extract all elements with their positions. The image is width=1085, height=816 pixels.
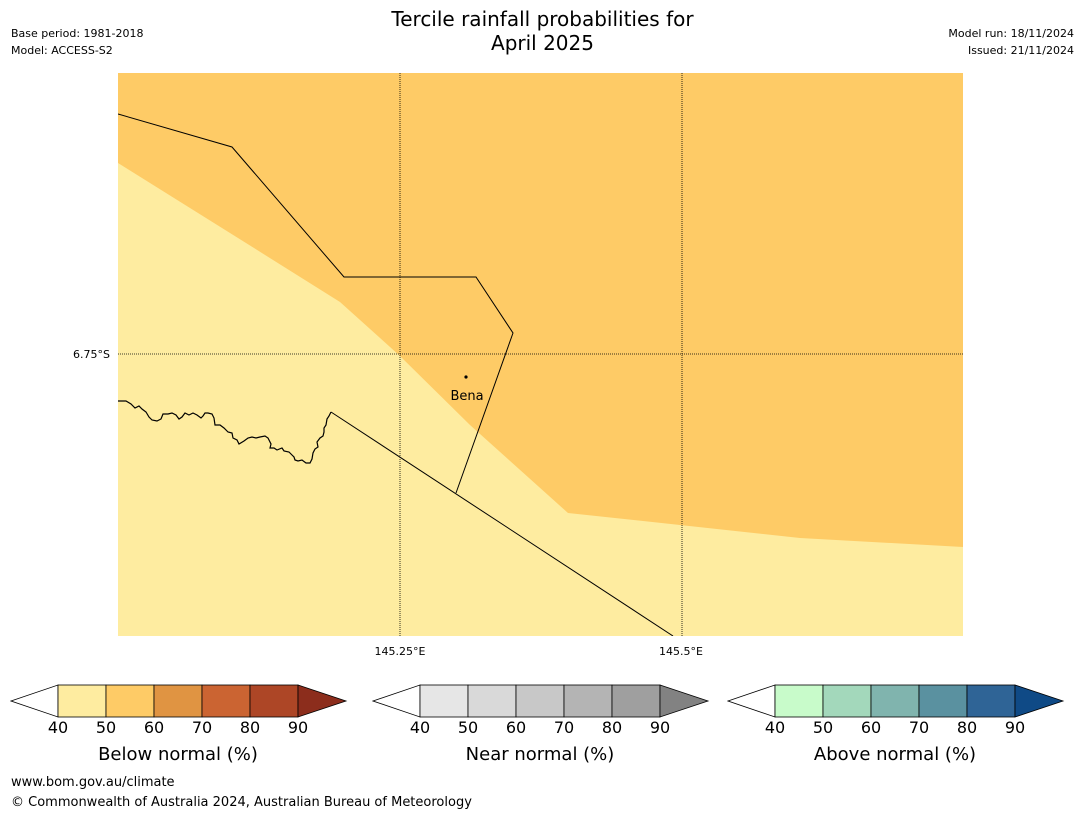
footer-url: www.bom.gov.au/climate <box>11 775 175 790</box>
above-normal-tick-60: 60 <box>860 718 882 737</box>
lon-label-145-25: 145.25°E <box>375 645 426 658</box>
base-period-text: Base period: 1981-2018 <box>11 27 144 40</box>
region-below-50-60 <box>118 73 963 547</box>
near-normal-segment-40-50 <box>419 684 469 718</box>
below-normal-colorbar <box>10 684 348 718</box>
below-normal-segment-80-90 <box>249 684 299 718</box>
above-normal-extend-low <box>727 684 776 718</box>
near-normal-legend-title: Near normal (%) <box>465 744 615 765</box>
below-normal-segment-70-80 <box>201 684 251 718</box>
above-normal-extend-high <box>1014 684 1065 718</box>
above-normal-tick-50: 50 <box>812 718 834 737</box>
below-normal-extend-low <box>10 684 59 718</box>
title-line-2: April 2025 <box>491 31 594 55</box>
near-normal-legend <box>372 684 712 774</box>
near-normal-colorbar <box>372 684 710 718</box>
near-normal-segment-80-90 <box>611 684 661 718</box>
below-normal-tick-40: 40 <box>47 718 69 737</box>
header-meta-left: Base period: 1981-2018 Model: ACCESS-S2 <box>11 25 143 59</box>
below-normal-legend-title: Below normal (%) <box>98 744 258 765</box>
above-normal-tick-80: 80 <box>956 718 978 737</box>
above-normal-segment-80-90 <box>966 684 1016 718</box>
near-normal-segment-60-70 <box>515 684 565 718</box>
map-area <box>118 73 963 636</box>
near-normal-extend-low <box>372 684 421 718</box>
below-normal-segment-50-60 <box>105 684 155 718</box>
near-normal-tick-50: 50 <box>457 718 479 737</box>
lat-label: 6.75°S <box>73 348 110 361</box>
above-normal-segment-40-50 <box>774 684 824 718</box>
title-line-1: Tercile rainfall probabilities for <box>391 7 694 31</box>
below-normal-tick-70: 70 <box>191 718 213 737</box>
bena-marker <box>464 375 468 379</box>
above-normal-colorbar <box>727 684 1065 718</box>
near-normal-segment-70-80 <box>563 684 613 718</box>
header-meta-right: Model run: 18/11/2024 Issued: 21/11/2024 <box>948 25 1074 59</box>
issued-text: Issued: 21/11/2024 <box>967 44 1074 57</box>
below-normal-tick-60: 60 <box>143 718 165 737</box>
below-normal-legend <box>10 684 350 774</box>
below-normal-extend-high <box>297 684 348 718</box>
near-normal-extend-high <box>659 684 710 718</box>
lon-label-145-5: 145.5°E <box>659 645 703 658</box>
model-run-text: Model run: 18/11/2024 <box>948 27 1074 40</box>
footer-copyright: © Commonwealth of Australia 2024, Austra… <box>11 795 472 810</box>
near-normal-tick-90: 90 <box>649 718 671 737</box>
above-normal-tick-40: 40 <box>764 718 786 737</box>
near-normal-segment-50-60 <box>467 684 517 718</box>
coastline <box>118 400 332 464</box>
forecast-map: Bena 6.75°S 145.25°E 145.5°E <box>73 73 963 658</box>
above-normal-legend-title: Above normal (%) <box>813 744 977 765</box>
province-boundary <box>118 113 514 494</box>
near-normal-tick-70: 70 <box>553 718 575 737</box>
above-normal-tick-70: 70 <box>908 718 930 737</box>
international-boundary <box>330 411 674 636</box>
below-normal-segment-40-50 <box>57 684 107 718</box>
model-text: Model: ACCESS-S2 <box>11 44 113 57</box>
near-normal-tick-80: 80 <box>601 718 623 737</box>
below-normal-tick-80: 80 <box>239 718 261 737</box>
below-normal-tick-90: 90 <box>287 718 309 737</box>
above-normal-segment-50-60 <box>822 684 872 718</box>
bena-label: Bena <box>450 389 483 404</box>
near-normal-tick-40: 40 <box>409 718 431 737</box>
below-normal-segment-60-70 <box>153 684 203 718</box>
above-normal-legend <box>727 684 1067 774</box>
above-normal-segment-70-80 <box>918 684 968 718</box>
above-normal-tick-90: 90 <box>1004 718 1026 737</box>
below-normal-tick-50: 50 <box>95 718 117 737</box>
above-normal-segment-60-70 <box>870 684 920 718</box>
near-normal-tick-60: 60 <box>505 718 527 737</box>
page-title: Tercile rainfall probabilities for April… <box>0 7 1085 55</box>
